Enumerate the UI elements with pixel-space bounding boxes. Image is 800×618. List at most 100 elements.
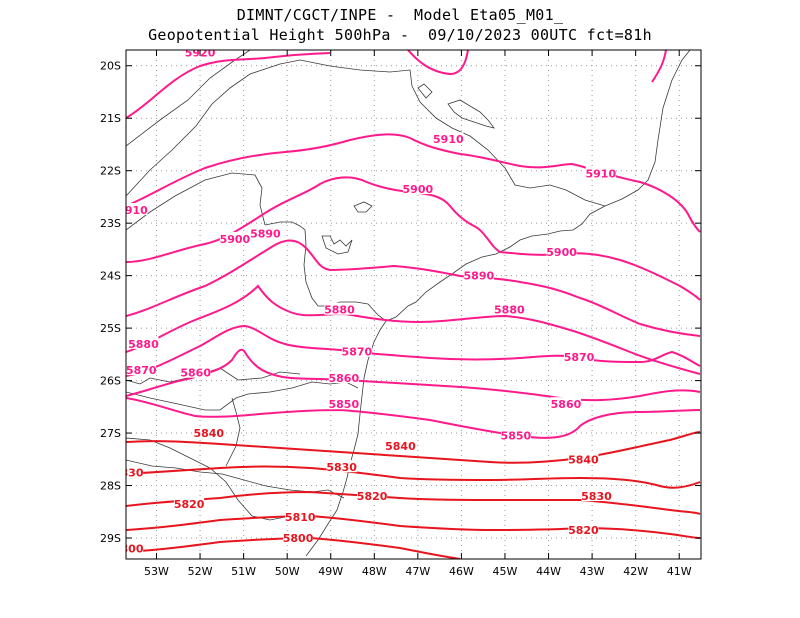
contour-label: 5830 (326, 461, 357, 474)
contour-label: 5900 (403, 183, 434, 196)
y-tick-label: 28S (100, 480, 121, 493)
contour-label: 5910 (433, 133, 464, 146)
contour-5900 (126, 176, 701, 301)
contour-label: 5870 (342, 346, 373, 359)
contour-5920 (126, 52, 331, 119)
contour-5910 (126, 133, 701, 233)
contour-label-bg (324, 302, 355, 315)
contour-label-bg (357, 489, 388, 502)
y-tick-label: 29S (100, 532, 121, 545)
contour-label: 5900 (546, 246, 577, 259)
contour-label: 5870 (126, 364, 157, 377)
map-grid (126, 50, 701, 559)
contour-label-bg (126, 541, 144, 554)
y-tick-label: 23S (100, 217, 121, 230)
contour-5880 (126, 284, 701, 375)
contour-label-bg (402, 182, 433, 195)
contour-label-bg (500, 428, 531, 441)
contour-label-bg (219, 231, 250, 244)
contour-label: 5890 (464, 270, 495, 283)
state-border-ms (126, 50, 251, 147)
chart-title-line1: DIMNT/CGCT/INPE - Model Eta05_M01_ (236, 6, 564, 24)
contour-label-bg (283, 531, 314, 544)
map-frame (125, 49, 702, 560)
contour-label: 5840 (568, 453, 599, 466)
contour-label: 5860 (551, 398, 582, 411)
lakes-pr (353, 201, 373, 213)
contour-label-bg (568, 523, 599, 536)
contour-label: 5840 (193, 427, 224, 440)
contour-label: 5820 (568, 524, 599, 537)
contour-label-bg (568, 452, 599, 465)
contour-label: 5880 (128, 338, 159, 351)
contour-5890 (126, 239, 701, 337)
axis-ticks (126, 50, 701, 559)
contour-label-bg (385, 439, 416, 452)
y-tick-label: 22S (100, 165, 121, 178)
contour-label: 5850 (501, 430, 532, 443)
contour-label-bg (193, 426, 224, 439)
contour-label-bg (126, 465, 144, 478)
x-tick-label: 50W (275, 565, 300, 578)
contour-label: 5840 (385, 440, 416, 453)
y-tick-label: 25S (100, 322, 121, 335)
contour-label: 5880 (494, 304, 525, 317)
contour-5830 (126, 465, 701, 489)
y-tick-label: 20S (100, 60, 121, 73)
border-argentina (126, 437, 307, 521)
contour-label: 5860 (180, 367, 211, 380)
contour-label: 5810 (285, 511, 316, 524)
contour-5810 (126, 514, 701, 539)
y-tick-label: 24S (100, 270, 121, 283)
contour-label-bg (126, 363, 157, 376)
x-tick-label: 47W (405, 565, 430, 578)
contour-label: 5910 (585, 167, 616, 180)
contour-label: 5830 (113, 466, 144, 479)
x-tick-label: 45W (493, 565, 518, 578)
rio-parana (225, 397, 241, 467)
y-tick-label: 21S (100, 112, 121, 125)
x-tick-label: 48W (362, 565, 387, 578)
contour-5820 (126, 490, 701, 515)
contour-5920-c (651, 50, 667, 83)
x-tick-label: 51W (231, 565, 256, 578)
contour-label-bg (326, 460, 357, 473)
contour-label: 5890 (250, 228, 281, 241)
x-tick-label: 44W (536, 565, 561, 578)
lakes-mg-2 (417, 83, 433, 99)
contour-label-bg (174, 496, 205, 509)
contour-label: 5900 (220, 233, 251, 246)
x-tick-label: 52W (188, 565, 213, 578)
contour-label-bg (564, 349, 595, 362)
contour-label: 5880 (324, 304, 355, 317)
contour-label: 5870 (564, 351, 595, 364)
contour-label: 5820 (174, 498, 205, 511)
contour-label: 5820 (357, 490, 388, 503)
contour-label-bg (250, 226, 281, 239)
contour-5840 (126, 431, 701, 464)
contour-label-bg (341, 344, 372, 357)
contour-5870 (126, 324, 701, 377)
contour-label: 5800 (113, 543, 144, 556)
geopotential-contours (126, 50, 701, 559)
y-axis-labels: 20S 21S 22S 23S 24S 25S 26S 27S 28S 29S (100, 60, 121, 545)
contour-label: 5910 (117, 204, 148, 217)
x-axis-labels: 53W 52W 51W 50W 49W 48W 47W 46W 45W 44W 43W 42W 41W (144, 565, 692, 578)
contour-label-bg (433, 132, 464, 145)
contour-label-bg (126, 203, 148, 216)
contour-label-bg (128, 336, 159, 349)
contour-label-bg (328, 397, 359, 410)
x-tick-label: 41W (667, 565, 692, 578)
state-border-pr-sc (126, 381, 359, 411)
contour-label: 5830 (581, 490, 612, 503)
contour-5850 (126, 397, 701, 439)
x-tick-label: 49W (318, 565, 343, 578)
contour-label-bg (328, 370, 359, 383)
contour-label-bg (463, 268, 494, 281)
chart-title-line2: Geopotential Height 500hPa - 09/10/2023 … (148, 26, 652, 44)
contour-label-bg (494, 302, 525, 315)
contour-label-bg (581, 489, 612, 502)
contour-5920-b (407, 50, 469, 76)
